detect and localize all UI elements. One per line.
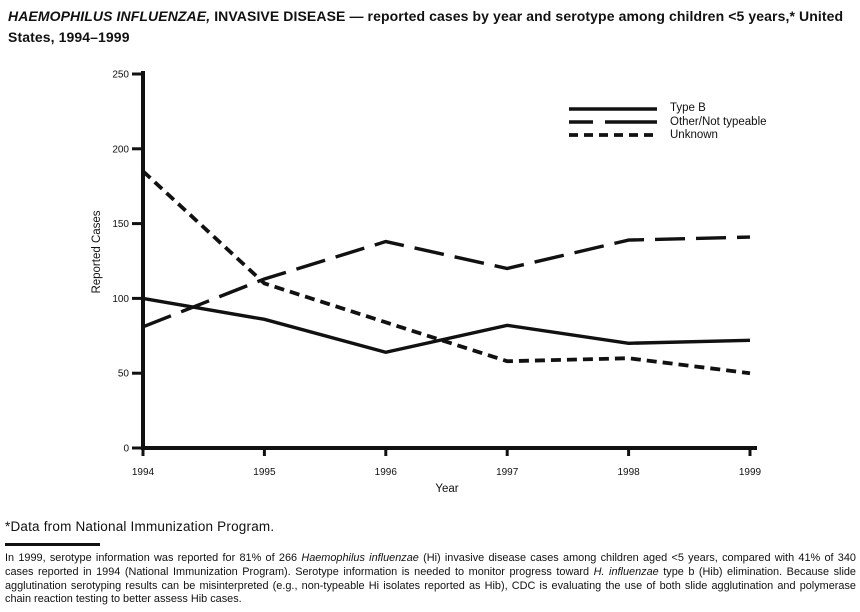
legend-label: Other/Not typeable — [670, 115, 767, 128]
y-tick-label: 200 — [112, 144, 129, 155]
footnote-data-source: *Data from National Immunization Program… — [5, 519, 275, 534]
x-tick-label: 1999 — [739, 467, 762, 478]
figure-title-rest-segment: INVASIVE DISEASE — reported cases by yea… — [8, 8, 844, 45]
footnote-divider-rule — [5, 543, 100, 546]
series-line-other-not-typeable — [142, 235, 751, 329]
x-tick-label: 1996 — [375, 467, 398, 478]
x-tick-label: 1997 — [496, 467, 519, 478]
caption-italic-species-name: Haemophilus influenzae — [301, 552, 419, 564]
legend-label: Type B — [670, 102, 706, 115]
x-tick-label: 1998 — [617, 467, 640, 478]
y-tick-label: 250 — [112, 70, 129, 81]
y-tick-label: 0 — [123, 444, 129, 455]
figure-title-italic-segment: HAEMOPHILUS INFLUENZAE, — [8, 8, 211, 24]
legend-label: Unknown — [670, 128, 718, 141]
caption-text: type b (Hib) elimination. Because slide … — [5, 565, 856, 606]
y-tick-label: 50 — [118, 369, 130, 380]
long-dash-line-icon — [569, 120, 657, 124]
x-axis-title: Year — [435, 483, 459, 495]
solid-line-icon — [569, 106, 657, 111]
y-tick-label: 150 — [112, 219, 129, 230]
legend-item-unknown: Unknown — [569, 129, 767, 142]
legend-item-type-b: Type B — [569, 102, 767, 115]
legend: Type B Other/Not typeable Unknown — [569, 102, 767, 142]
series-line-type-b — [142, 296, 751, 355]
x-tick-label: 1995 — [253, 467, 276, 478]
caption-text: (Hi) invasive disease cases among childr… — [5, 552, 856, 578]
series-line-unknown — [141, 169, 751, 376]
figure-title: HAEMOPHILUS INFLUENZAE, INVASIVE DISEASE… — [8, 6, 856, 48]
short-dash-line-icon — [569, 133, 657, 138]
y-tick-label: 100 — [112, 294, 129, 305]
caption-text: In 1999, serotype information was report… — [5, 552, 302, 564]
x-tick-label: 1994 — [132, 467, 155, 478]
caption-italic-species-abbrev: H. influenzae — [593, 565, 659, 578]
y-axis-title: Reported Cases — [91, 210, 103, 294]
legend-item-other-not-typeable: Other/Not typeable — [569, 115, 767, 128]
figure-caption-paragraph: In 1999, serotype information was report… — [5, 552, 856, 607]
